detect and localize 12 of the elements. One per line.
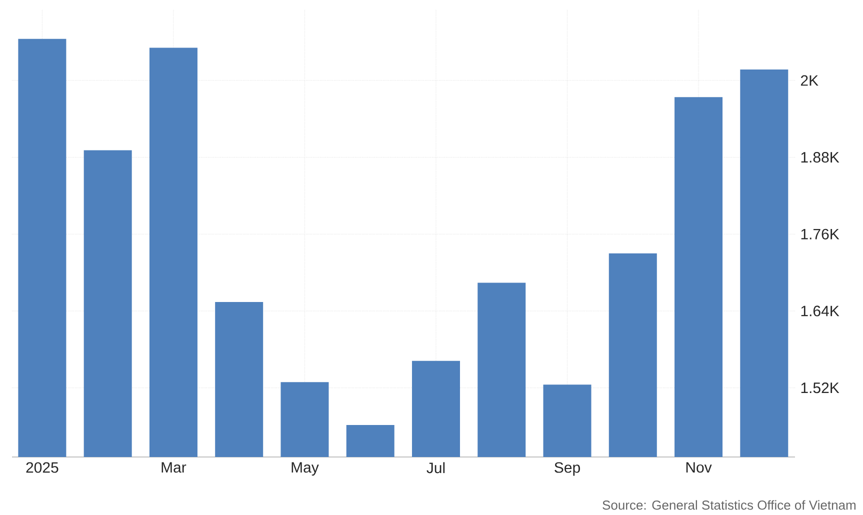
y-tick-label: 1.64K xyxy=(801,306,840,316)
x-tick-label: Sep xyxy=(554,462,580,476)
x-tick-label: May xyxy=(292,462,319,476)
x-tick-label: Nov xyxy=(686,462,712,473)
x-tick-label: Mar xyxy=(162,462,186,473)
y-tick-label: 1.76K xyxy=(801,228,840,240)
y-tick-label: 1.88K xyxy=(801,152,840,163)
y-tick-label: 1.52K xyxy=(801,382,840,394)
x-tick-label: 2025 xyxy=(26,462,58,473)
source-note: Source: General Statistics Office of Vietnam xyxy=(602,500,856,510)
x-tick-label: Jul xyxy=(426,462,445,474)
y-tick-label: 2K xyxy=(800,75,818,86)
